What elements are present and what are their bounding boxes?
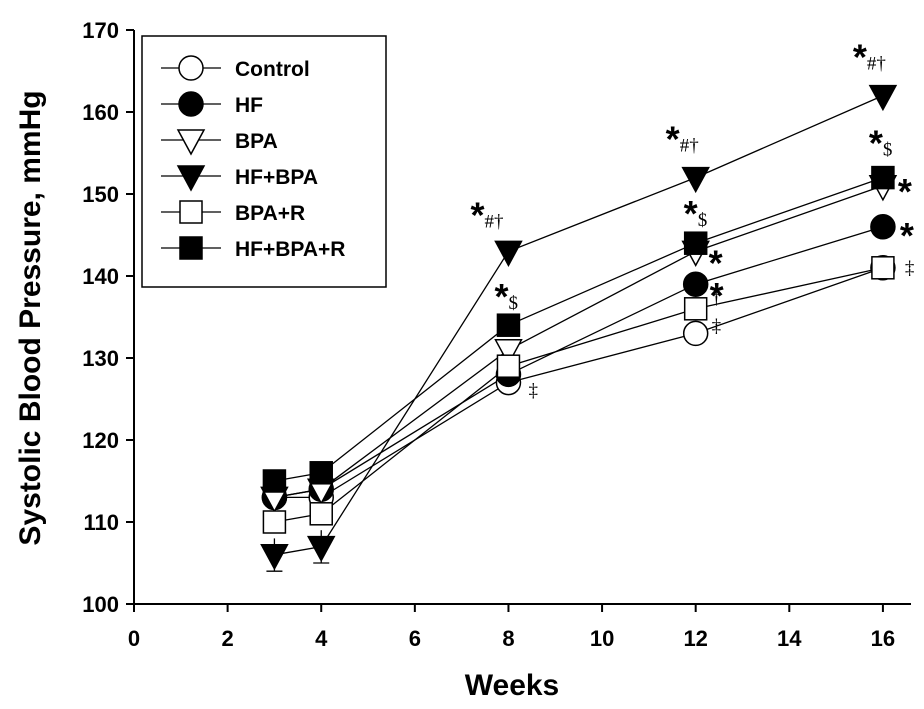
x-tick-label: 4 (315, 626, 328, 651)
x-tick-label: 6 (409, 626, 421, 651)
data-point-hf-plus-bpa (494, 240, 523, 267)
data-point-bpa-plus-r (683, 297, 708, 321)
significance-mark: ‡ (905, 258, 915, 279)
data-point-bpa-plus-r (309, 502, 333, 526)
y-tick-label: 170 (82, 18, 119, 43)
data-point-hf-plus-bpa-plus-r (871, 165, 895, 190)
significance-mark: *$ (684, 193, 708, 234)
series-line-control (274, 267, 884, 499)
data-point-hf-plus-bpa-plus-r (309, 461, 333, 485)
series-markers (260, 84, 898, 571)
x-tick-label: 10 (590, 626, 614, 651)
legend-marker-hf-plus-bpa-plus-r (179, 236, 203, 260)
x-tick-label: 8 (502, 626, 514, 651)
legend-label-bpa-plus-r: BPA+R (235, 202, 305, 225)
significance-mark: * (900, 215, 914, 256)
data-point-bpa (494, 339, 523, 366)
legend-marker-hf (178, 91, 204, 117)
data-point-bpa-plus-r (262, 510, 287, 534)
data-point-hf (870, 214, 896, 240)
significance-mark: * (709, 242, 723, 283)
significance-mark: *#† (853, 37, 886, 78)
data-point-hf (682, 271, 709, 297)
significance-mark: *#† (666, 119, 699, 160)
x-tick-label: 0 (128, 626, 140, 651)
data-point-hf-plus-bpa (306, 535, 336, 563)
significance-mark: *$ (869, 123, 893, 164)
significance-annotations: *#†*$‡*#†*$**†‡*#†*$**‡ (470, 37, 914, 402)
y-tick-label: 130 (82, 346, 119, 371)
legend: Control HF BPA HF+BPA BPA+R HF+BPA+R (141, 35, 387, 288)
x-axis-title: Weeks (465, 669, 560, 702)
significance-mark: ‡ (712, 316, 722, 337)
significance-mark: * (710, 275, 724, 316)
data-point-bpa-plus-r (496, 354, 521, 378)
series-line-bpa-plus-r (274, 267, 884, 523)
y-tick-label: 120 (82, 428, 119, 453)
legend-marker-hf-plus-bpa (176, 165, 206, 192)
x-tick-label: 2 (221, 626, 233, 651)
legend-label-bpa: BPA (235, 130, 278, 153)
significance-mark: *$ (494, 276, 518, 317)
legend-marker-bpa-plus-r (179, 200, 203, 224)
legend-marker-control (178, 55, 204, 81)
y-tick-label: 110 (84, 510, 120, 535)
legend-label-hf-plus-bpa-plus-r: HF+BPA+R (235, 238, 345, 261)
significance-mark: * (898, 171, 912, 212)
x-tick-label: 16 (871, 626, 895, 651)
significance-mark: † (712, 288, 722, 309)
legend-label-hf-plus-bpa: HF+BPA (235, 166, 318, 189)
x-tick-label: 12 (683, 626, 707, 651)
legend-label-hf: HF (235, 94, 263, 117)
legend-label-control: Control (235, 58, 310, 81)
data-point-control (682, 320, 709, 347)
data-point-hf-plus-bpa (868, 84, 898, 112)
data-point-hf-plus-bpa-plus-r (683, 231, 708, 255)
x-tick-label: 14 (777, 626, 802, 651)
data-point-bpa-plus-r (871, 256, 895, 280)
axes: 0 2 4 6 8 10 12 14 16 100 110 120 130 140 150 160 170 (82, 18, 911, 651)
y-tick-label: 150 (82, 182, 119, 207)
y-tick-label: 100 (82, 592, 119, 617)
data-point-hf-plus-bpa (260, 544, 289, 571)
y-tick-label: 160 (82, 100, 119, 125)
legend-marker-bpa (176, 129, 206, 156)
y-tick-label: 140 (82, 264, 119, 289)
significance-mark: ‡ (528, 380, 538, 401)
data-point-hf-plus-bpa-plus-r (496, 313, 521, 337)
y-axis-title: Systolic Blood Pressure, mmHg (14, 90, 47, 545)
significance-mark: *#† (470, 194, 503, 235)
data-point-hf-plus-bpa-plus-r (262, 469, 287, 493)
data-point-hf-plus-bpa (681, 166, 710, 194)
